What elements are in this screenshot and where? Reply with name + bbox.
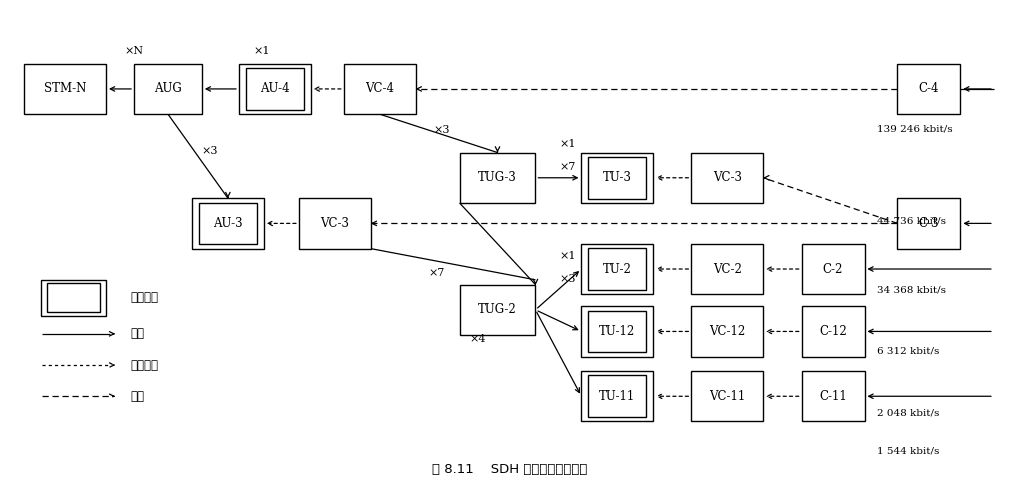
Bar [691, 371, 763, 421]
Text: VC-3: VC-3 [712, 172, 742, 184]
Text: 1 544 kbit/s: 1 544 kbit/s [877, 447, 940, 456]
Text: 34 368 kbit/s: 34 368 kbit/s [877, 286, 946, 295]
Text: 映射: 映射 [130, 390, 144, 403]
Bar [802, 244, 864, 294]
Text: ×7: ×7 [428, 268, 444, 278]
Bar [460, 285, 535, 335]
Text: ×1: ×1 [559, 250, 576, 261]
Text: 2 048 kbit/s: 2 048 kbit/s [877, 408, 940, 417]
Text: AU-4: AU-4 [260, 82, 289, 96]
Text: 定位校准: 定位校准 [130, 359, 158, 371]
Bar [238, 64, 311, 114]
Text: ×1: ×1 [559, 139, 576, 149]
Bar [246, 68, 304, 110]
Text: 44 736 kbit/s: 44 736 kbit/s [877, 216, 946, 225]
Bar [299, 198, 371, 248]
Bar [588, 375, 646, 417]
Text: TUG-2: TUG-2 [478, 303, 517, 317]
Text: ×1: ×1 [254, 46, 270, 55]
Bar [460, 152, 535, 203]
Text: TUG-3: TUG-3 [478, 172, 517, 184]
Text: TU-2: TU-2 [603, 263, 632, 275]
Bar [898, 64, 960, 114]
Text: C-12: C-12 [819, 325, 847, 338]
Bar [582, 306, 653, 357]
Bar [582, 244, 653, 294]
Text: C-2: C-2 [823, 263, 844, 275]
Text: 6 312 kbit/s: 6 312 kbit/s [877, 347, 940, 356]
Text: TU-12: TU-12 [599, 325, 636, 338]
Text: VC-11: VC-11 [709, 390, 745, 403]
Text: ×3: ×3 [202, 147, 218, 156]
Text: 指针处理: 指针处理 [130, 292, 158, 304]
Text: TU-3: TU-3 [603, 172, 632, 184]
Bar [135, 64, 202, 114]
Text: C-4: C-4 [919, 82, 940, 96]
Bar [588, 248, 646, 290]
Text: STM-N: STM-N [44, 82, 87, 96]
Bar [343, 64, 416, 114]
Bar [691, 306, 763, 357]
Bar [582, 371, 653, 421]
Text: ×4: ×4 [470, 334, 486, 343]
Text: 139 246 kbit/s: 139 246 kbit/s [877, 125, 953, 134]
Text: VC-12: VC-12 [709, 325, 745, 338]
Text: ×N: ×N [124, 46, 144, 55]
Text: VC-4: VC-4 [365, 82, 394, 96]
Bar [691, 152, 763, 203]
Text: ×3: ×3 [433, 125, 449, 135]
Bar [691, 244, 763, 294]
Bar [588, 311, 646, 352]
Bar [802, 371, 864, 421]
Bar [802, 306, 864, 357]
Bar [898, 198, 960, 248]
Bar [588, 157, 646, 198]
Bar [199, 202, 257, 244]
Text: AU-3: AU-3 [213, 217, 243, 230]
Text: ×3: ×3 [559, 273, 576, 284]
Bar [47, 283, 100, 312]
Bar [41, 280, 106, 316]
Text: 复用: 复用 [130, 327, 144, 341]
Text: C-11: C-11 [819, 390, 847, 403]
Text: ×7: ×7 [559, 162, 576, 172]
Bar [582, 152, 653, 203]
Text: AUG: AUG [154, 82, 181, 96]
Bar [24, 64, 106, 114]
Text: VC-2: VC-2 [712, 263, 742, 275]
Text: C-3: C-3 [919, 217, 940, 230]
Bar [192, 198, 264, 248]
Text: TU-11: TU-11 [599, 390, 636, 403]
Text: 图 8.11    SDH 通用复用映射结构: 图 8.11 SDH 通用复用映射结构 [432, 463, 587, 476]
Text: VC-3: VC-3 [320, 217, 350, 230]
